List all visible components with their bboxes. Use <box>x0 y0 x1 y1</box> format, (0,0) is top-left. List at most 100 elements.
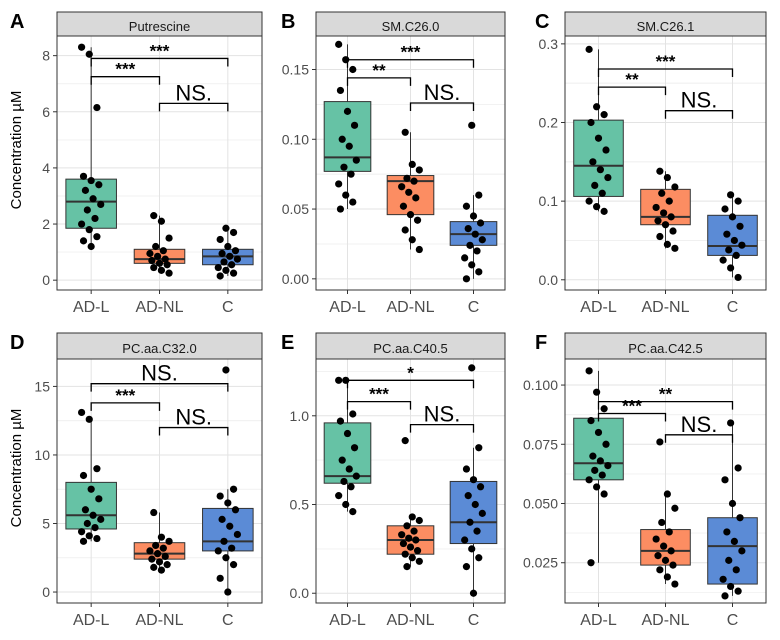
box-c <box>449 480 498 545</box>
data-point <box>593 203 601 211</box>
data-point <box>148 256 156 265</box>
data-point <box>222 366 230 374</box>
data-point <box>165 234 173 242</box>
data-point <box>222 554 230 562</box>
data-point <box>161 255 169 263</box>
data-point <box>665 197 673 205</box>
data-point <box>93 103 101 112</box>
y-tick-label: 0.5 <box>290 497 310 513</box>
data-point <box>81 506 90 514</box>
data-point <box>349 508 357 516</box>
y-tick-label: 0.00 <box>282 271 309 287</box>
x-tick-label: AD-NL <box>641 612 689 629</box>
data-point <box>728 499 737 508</box>
x-tick-label: C <box>727 612 739 629</box>
data-point <box>228 261 236 269</box>
significance-label: *** <box>150 41 170 60</box>
significance-bracket <box>346 400 412 410</box>
data-point <box>667 213 675 221</box>
data-point <box>78 220 86 228</box>
y-tick-label: 0 <box>42 272 50 288</box>
y-tick-label: 0 <box>42 584 50 600</box>
data-point <box>152 541 160 550</box>
data-point <box>79 237 88 245</box>
box-ad-l <box>65 178 117 229</box>
data-point <box>656 232 664 241</box>
data-point <box>85 50 93 58</box>
data-point <box>600 207 608 215</box>
data-point <box>594 134 603 142</box>
data-point <box>671 244 679 252</box>
data-point <box>148 555 156 563</box>
data-point <box>403 522 411 530</box>
data-point <box>231 506 240 514</box>
x-tick-label: AD-L <box>580 612 617 629</box>
data-point <box>218 249 226 258</box>
strip-header <box>315 11 506 37</box>
data-point <box>79 172 88 180</box>
data-point <box>598 189 606 197</box>
data-point <box>475 554 483 562</box>
x-tick-label: C <box>222 299 234 316</box>
data-point <box>408 236 416 244</box>
data-point <box>340 477 348 486</box>
data-point <box>342 500 350 509</box>
data-point <box>593 388 601 396</box>
data-point <box>78 408 86 417</box>
data-point <box>226 522 234 530</box>
data-point <box>473 527 481 535</box>
significance-label: NS. <box>424 80 461 105</box>
data-point <box>220 537 228 545</box>
data-point <box>85 532 93 540</box>
significance-label: *** <box>401 43 421 62</box>
data-point <box>233 255 241 263</box>
y-tick-label: 0.075 <box>523 436 558 452</box>
data-point <box>155 558 164 566</box>
data-point <box>723 230 731 238</box>
significance-bracket <box>90 76 161 85</box>
significance-label: NS. <box>424 402 461 427</box>
panel-letter: D <box>10 332 24 354</box>
data-point <box>345 465 353 473</box>
data-point <box>399 539 408 548</box>
data-point <box>656 566 664 574</box>
data-point <box>727 582 735 591</box>
data-point <box>343 107 352 115</box>
x-tick-label: AD-NL <box>641 299 689 316</box>
data-point <box>218 515 226 523</box>
data-point <box>347 483 355 491</box>
data-point <box>224 499 232 507</box>
data-point <box>95 495 103 503</box>
data-point <box>415 245 423 254</box>
data-point <box>95 181 103 189</box>
data-point <box>413 216 422 224</box>
data-point <box>226 252 234 260</box>
panel-c: C SM.C26.10.00.10.20.3*****NS.AD-L AD-NL C <box>535 11 767 316</box>
significance-bracket <box>158 102 229 112</box>
data-point <box>78 43 86 51</box>
significance-label: *** <box>115 386 135 405</box>
data-point <box>596 166 604 174</box>
data-point <box>410 177 418 185</box>
data-point <box>401 226 409 234</box>
x-tick-label: AD-L <box>73 299 110 316</box>
data-point <box>93 534 101 543</box>
significance-label: NS. <box>175 405 212 430</box>
data-point <box>415 516 423 525</box>
data-point <box>478 236 486 244</box>
data-point <box>155 259 164 267</box>
data-point <box>602 440 610 448</box>
y-tick-label: 0.1 <box>539 193 559 209</box>
data-point <box>222 266 230 274</box>
data-point <box>665 528 673 536</box>
significance-label: * <box>407 363 414 382</box>
data-point <box>350 444 359 452</box>
panel-letter: C <box>535 11 549 33</box>
data-point <box>157 217 166 225</box>
data-point <box>471 500 479 509</box>
data-point <box>660 542 668 550</box>
data-point <box>89 195 97 203</box>
data-point <box>412 536 420 544</box>
significance-label: ** <box>625 70 639 89</box>
